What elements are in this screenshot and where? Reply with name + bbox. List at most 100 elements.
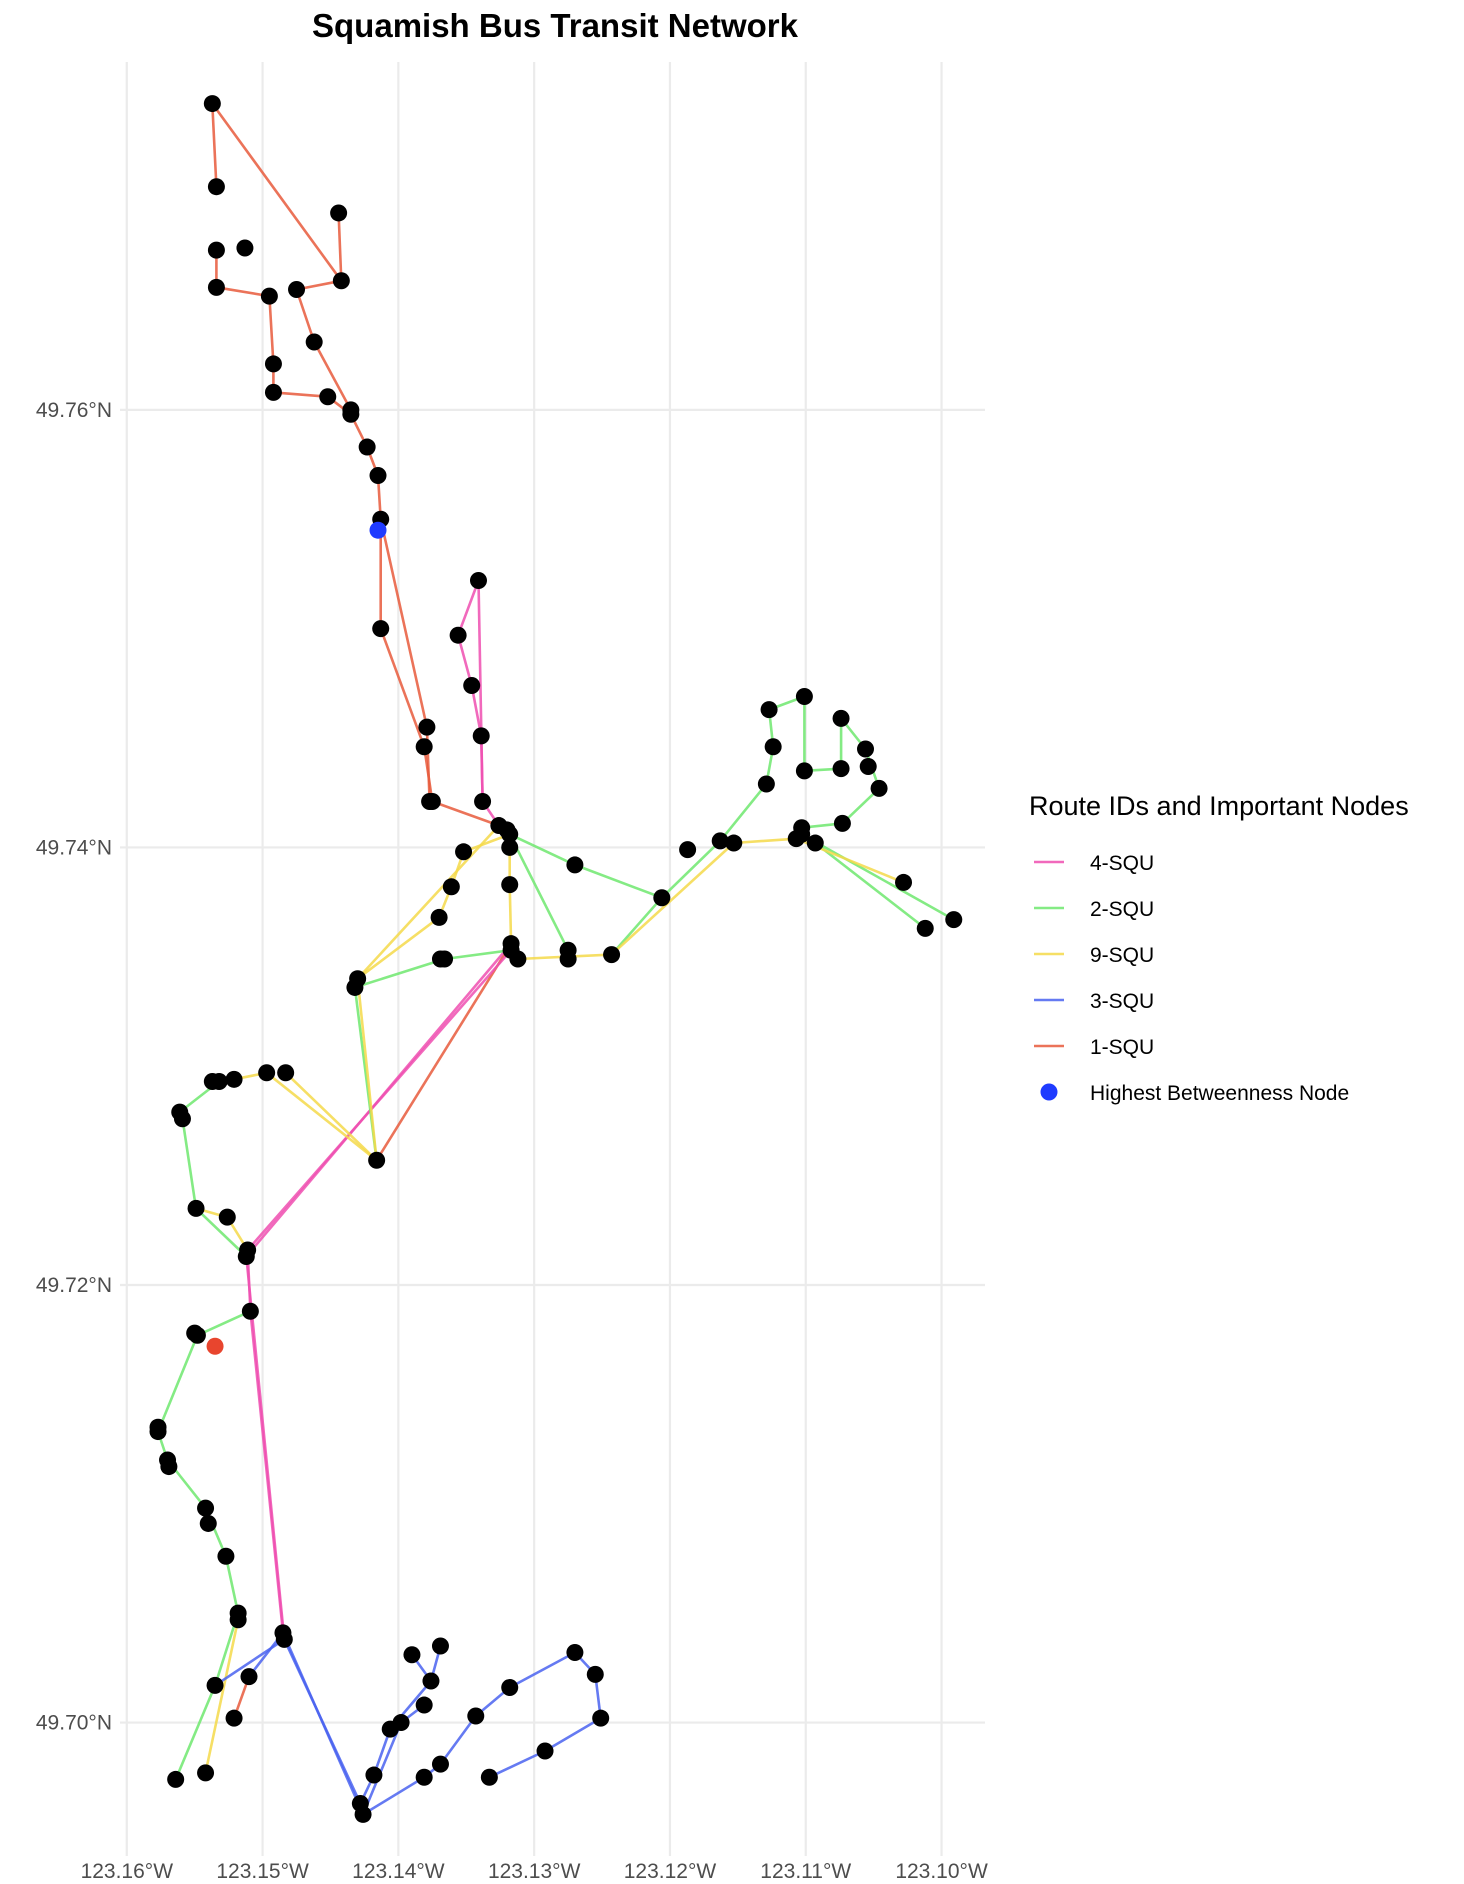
stop-node	[467, 1707, 485, 1725]
stop-node	[418, 718, 436, 736]
stop-node	[149, 1418, 167, 1436]
stop-node	[603, 946, 621, 964]
stop-node	[319, 388, 337, 406]
route-edge-9-squ	[356, 832, 512, 1162]
stop-node	[237, 1248, 255, 1266]
stop-node	[392, 1714, 410, 1732]
stop-node	[455, 843, 473, 861]
stop-node	[225, 1709, 243, 1727]
stop-node	[501, 876, 519, 894]
stop-node	[173, 1110, 191, 1128]
stop-node	[469, 572, 487, 590]
stop-node	[725, 834, 743, 852]
stop-node	[586, 1665, 604, 1683]
stop-node	[787, 830, 805, 848]
stop-node	[945, 911, 963, 929]
stop-node	[217, 1547, 235, 1565]
stop-nodes	[149, 95, 963, 1823]
route-edge-1-squ	[375, 942, 513, 1162]
legend-title: Route IDs and Important Nodes	[1029, 791, 1409, 821]
route-edge-2-squ	[508, 832, 570, 952]
stop-node	[206, 1676, 224, 1694]
stop-node	[857, 740, 875, 758]
stop-node	[559, 950, 577, 968]
stop-node	[509, 950, 527, 968]
route-edge-9-squ	[356, 824, 501, 981]
stop-node	[229, 1611, 247, 1629]
y-tick-label: 49.74°N	[36, 836, 112, 859]
x-tick-label: 123.11°W	[760, 1860, 851, 1883]
stop-node	[806, 834, 824, 852]
stop-node	[795, 762, 813, 780]
stop-node	[431, 1755, 449, 1773]
x-tick-label: 123.13°W	[488, 1860, 581, 1883]
stop-node	[501, 838, 519, 856]
legend-key-highest-betweenness-node	[1040, 1083, 1058, 1101]
stop-node	[422, 1672, 440, 1690]
stop-node	[236, 239, 254, 257]
x-tick-label: 123.14°W	[352, 1860, 445, 1883]
stop-node	[332, 272, 350, 290]
stop-node	[442, 878, 460, 896]
stop-node	[207, 278, 225, 296]
stop-node	[260, 287, 278, 305]
stop-node	[288, 281, 306, 299]
stop-node	[240, 1668, 258, 1686]
stop-node	[566, 856, 584, 874]
stop-node	[916, 919, 934, 937]
legend-items: 4-SQU 2-SQU 9-SQU 3-SQU 1-SQU Highest Between…	[1034, 852, 1349, 1105]
stop-node	[199, 1514, 217, 1532]
stop-node	[833, 814, 851, 832]
stop-node	[449, 626, 467, 644]
route-edge-2-squ	[508, 695, 881, 900]
stop-node	[342, 405, 360, 423]
stop-node	[653, 889, 671, 907]
route-edge-3-squ	[361, 1651, 603, 1816]
stop-node	[536, 1742, 554, 1760]
stop-node	[566, 1644, 584, 1662]
x-axis-ticks: 123.16°W 123.15°W 123.14°W 123.13°W 123.12°W…	[81, 1860, 988, 1883]
y-tick-label: 49.70°N	[36, 1712, 112, 1735]
stop-node	[365, 1766, 383, 1784]
route-edge-9-squ	[204, 1618, 240, 1775]
stop-node	[218, 1208, 236, 1226]
stop-node	[764, 738, 782, 756]
route-edge-9-squ	[508, 846, 513, 946]
stop-node	[197, 1764, 215, 1782]
stop-node	[415, 1768, 433, 1786]
stop-node	[188, 1326, 206, 1344]
route-edge-4-squ	[245, 942, 513, 1641]
stop-node	[203, 1073, 221, 1091]
y-tick-label: 49.76°N	[36, 399, 112, 422]
stop-node	[372, 620, 390, 638]
stop-node	[592, 1709, 610, 1727]
stop-node	[436, 950, 454, 968]
stop-node	[859, 757, 877, 775]
stop-node	[472, 727, 490, 745]
stop-node	[167, 1770, 185, 1788]
stop-node	[430, 908, 448, 926]
legend-label: Highest Betweenness Node	[1090, 1082, 1349, 1105]
route-edge-1-squ	[211, 102, 218, 188]
stop-node	[197, 1499, 215, 1517]
stop-node	[711, 832, 729, 850]
legend-label: 9-SQU	[1090, 944, 1154, 967]
stop-node	[203, 95, 221, 113]
stop-node	[277, 1064, 295, 1082]
stop-node	[474, 792, 492, 810]
stop-node	[501, 1679, 519, 1697]
stop-node	[895, 873, 913, 891]
legend-label: 3-SQU	[1090, 990, 1154, 1013]
stop-node	[679, 841, 697, 859]
stop-node	[354, 1805, 372, 1823]
chart-title: Squamish Bus Transit Network	[312, 7, 799, 44]
stop-node	[264, 383, 282, 401]
route-edge-1-squ	[379, 627, 501, 827]
stop-node	[415, 1696, 433, 1714]
route-edge-9-squ	[232, 1071, 378, 1162]
stop-node	[160, 1458, 178, 1476]
stop-node	[187, 1199, 205, 1217]
y-axis-ticks: 49.70°N 49.72°N 49.74°N 49.76°N	[36, 399, 112, 1735]
stop-node	[358, 438, 376, 456]
